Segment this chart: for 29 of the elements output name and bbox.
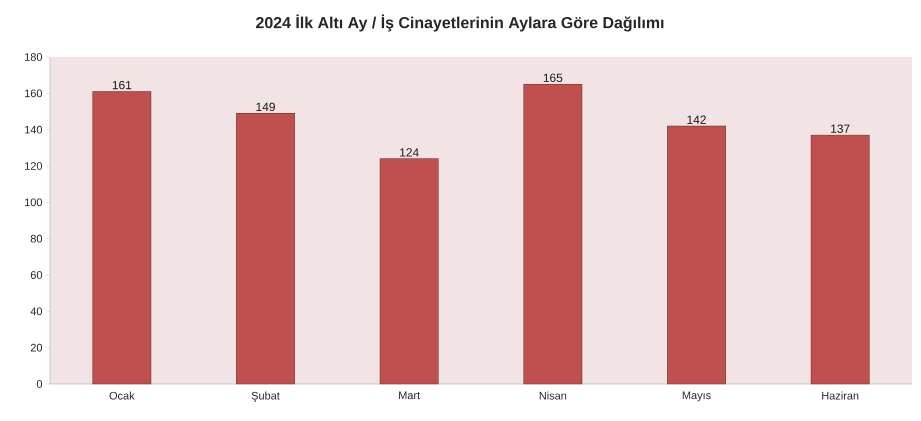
- y-tick-label: 160: [25, 89, 42, 98]
- x-tick-label: Nisan: [540, 392, 566, 400]
- y-tick-label: 80: [30, 234, 42, 243]
- bar: [810, 134, 870, 384]
- data-label: 142: [687, 115, 706, 124]
- data-label: 149: [256, 102, 275, 112]
- data-label: 161: [112, 80, 132, 90]
- data-label: 165: [544, 74, 562, 82]
- bar: [92, 91, 152, 384]
- y-tick-label: 20: [30, 344, 42, 352]
- bar: [523, 84, 582, 384]
- y-tick-label: 100: [25, 198, 42, 206]
- y-tick-label: 40: [30, 307, 42, 316]
- bar: [380, 158, 439, 384]
- bar: [236, 113, 295, 384]
- y-tick-label: 140: [25, 126, 42, 134]
- x-tick-label: Ocak: [110, 392, 135, 400]
- x-tick-label: Şubat: [252, 392, 280, 402]
- x-tick-label: Haziran: [822, 392, 858, 400]
- y-tick-label: 60: [30, 271, 42, 279]
- y-tick-label: 0: [36, 380, 42, 388]
- x-tick-label: Mart: [399, 392, 420, 400]
- y-tick-label: 180: [25, 53, 42, 61]
- chart-title: 2024 İlk Altı Ay / İş Cinayetlerinin Aylara Göre Dağılımı: [256, 14, 664, 32]
- data-label: 124: [400, 148, 419, 157]
- data-label: 137: [831, 124, 850, 133]
- bar: [667, 126, 726, 384]
- x-tick-label: Mayıs: [682, 392, 711, 402]
- y-tick-label: 120: [25, 162, 42, 170]
